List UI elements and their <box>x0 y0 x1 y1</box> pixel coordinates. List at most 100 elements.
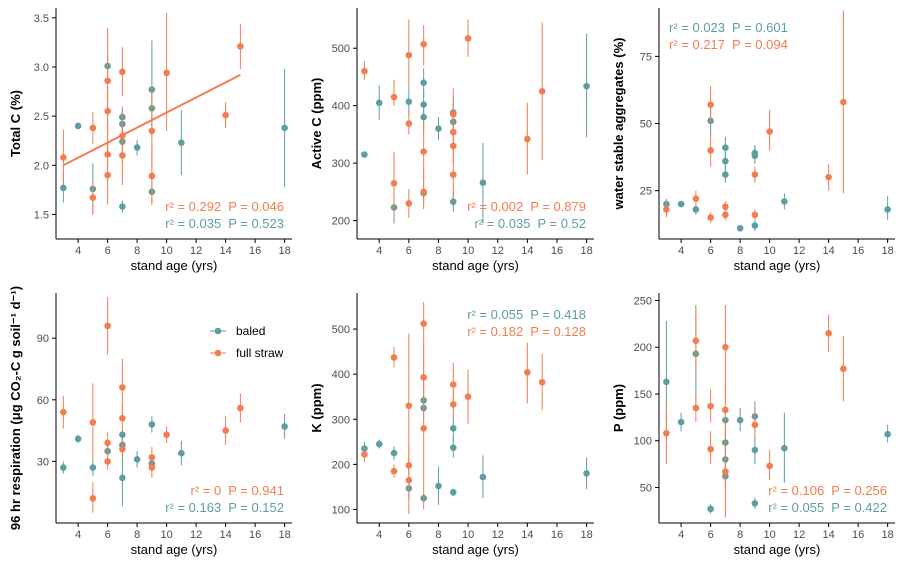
x-tick-label: 6 <box>105 245 111 257</box>
full-straw-point <box>722 468 729 475</box>
r-squared: r² = 0.002 <box>467 199 523 214</box>
baled-point <box>405 98 413 105</box>
full-straw-point <box>840 365 847 373</box>
full-straw-point <box>420 424 427 432</box>
p-value: P = 0.601 <box>732 20 788 35</box>
y-tick-label: 200 <box>332 459 350 471</box>
full-straw-point <box>104 439 111 447</box>
x-tick-label: 4 <box>678 245 684 257</box>
full-straw-point <box>390 354 398 361</box>
baled-point <box>479 473 487 481</box>
stats-annotation: r² = 0.163 P = 0.152 <box>165 500 284 515</box>
stats-annotation: r² = 0.055 P = 0.418 <box>467 307 586 322</box>
full-straw-point <box>692 195 700 203</box>
y-axis-label: Total C (%) <box>8 90 23 157</box>
x-tick-label: 16 <box>249 529 261 541</box>
full-straw-point <box>104 458 111 465</box>
baled-point <box>677 200 685 208</box>
y-tick-label: 100 <box>332 504 350 516</box>
baled-point <box>281 423 288 430</box>
p-value: P = 0.523 <box>228 216 284 231</box>
y-tick-label: 75 <box>640 51 652 63</box>
x-tick-label: 18 <box>882 245 894 257</box>
full-straw-point <box>663 429 670 437</box>
baled-point <box>449 198 457 205</box>
baled-point <box>119 203 126 210</box>
baled-point <box>375 440 383 448</box>
x-tick-label: 14 <box>220 529 232 541</box>
full-straw-point <box>840 98 847 106</box>
legend-baled-label: baled <box>236 324 265 338</box>
full-straw-point <box>405 120 413 127</box>
baled-point <box>420 79 427 87</box>
baled-point <box>361 151 368 158</box>
x-axis-label: stand age (yrs) <box>734 542 821 557</box>
full-straw-point <box>825 173 832 181</box>
x-tick-label: 10 <box>764 529 776 541</box>
x-tick-label: 14 <box>823 245 835 257</box>
y-tick-label: 60 <box>37 395 49 407</box>
full-straw-point <box>390 467 398 475</box>
baled-point <box>420 113 427 121</box>
stats-annotation: r² = 0.002 P = 0.879 <box>467 199 586 214</box>
full-straw-point <box>148 127 156 135</box>
full-straw-point <box>60 154 67 161</box>
x-tick-label: 8 <box>737 245 743 257</box>
stats-annotation: r² = 0.035 P = 0.523 <box>165 216 284 231</box>
full-straw-point <box>722 406 729 414</box>
stats-annotation: r² = 0.292 P = 0.046 <box>165 199 284 214</box>
baled-point <box>884 430 891 438</box>
full-straw-point <box>60 408 67 416</box>
baled-point <box>119 474 126 482</box>
full-straw-point <box>163 69 170 77</box>
full-straw-point <box>420 320 427 327</box>
full-straw-point <box>420 148 427 155</box>
baled-point <box>281 124 288 132</box>
full-straw-point <box>663 206 670 213</box>
x-tick-label: 12 <box>190 529 202 541</box>
baled-point <box>119 431 126 438</box>
full-straw-point <box>692 404 700 412</box>
y-tick-label: 300 <box>332 158 350 170</box>
r-squared: r² = 0.292 <box>165 199 221 214</box>
x-tick-label: 16 <box>249 245 261 257</box>
p-value: P = 0.128 <box>530 324 586 339</box>
full-straw-point <box>449 381 457 388</box>
baled-point <box>722 157 729 165</box>
x-axis-label: stand age (yrs) <box>131 258 218 273</box>
baled-point <box>707 505 714 513</box>
full-straw-point <box>751 421 759 429</box>
r-squared: r² = 0.217 <box>669 37 725 52</box>
stats-annotation: r² = 0.055 P = 0.422 <box>768 500 887 515</box>
full-straw-point <box>119 384 126 391</box>
x-tick-label: 16 <box>852 529 864 541</box>
baled-point <box>751 222 759 229</box>
y-tick-label: 150 <box>634 389 652 401</box>
full-straw-point <box>751 211 759 219</box>
full-straw-point <box>104 107 111 115</box>
x-tick-label: 16 <box>551 529 563 541</box>
full-straw-point <box>722 211 729 219</box>
r-squared: r² = 0.035 <box>165 216 221 231</box>
baled-point <box>692 206 700 213</box>
stats-annotation: r² = 0.217 P = 0.094 <box>669 37 788 52</box>
full-straw-point <box>148 172 156 180</box>
panel-active-c: 4 6 8 10 12 14 16 18 200 300 400 500 stand age (yrs)… <box>309 8 594 273</box>
stats-annotation: r² = 0.106 P = 0.256 <box>768 483 887 498</box>
x-tick-label: 10 <box>161 529 173 541</box>
full-straw-point <box>825 329 832 337</box>
baled-point <box>60 464 67 471</box>
baled-point <box>435 482 442 490</box>
y-axis-label: Active C (ppm) <box>309 78 324 170</box>
baled-point <box>736 224 744 232</box>
full-straw-point <box>722 343 729 351</box>
x-tick-label: 6 <box>105 529 111 541</box>
baled-point <box>133 456 141 463</box>
y-tick-label: 300 <box>332 414 350 426</box>
baled-point <box>449 489 457 496</box>
p-value: P = 0.941 <box>228 483 284 498</box>
x-tick-label: 16 <box>852 245 864 257</box>
y-tick-label: 200 <box>634 342 652 354</box>
y-tick-label: 200 <box>332 216 350 228</box>
